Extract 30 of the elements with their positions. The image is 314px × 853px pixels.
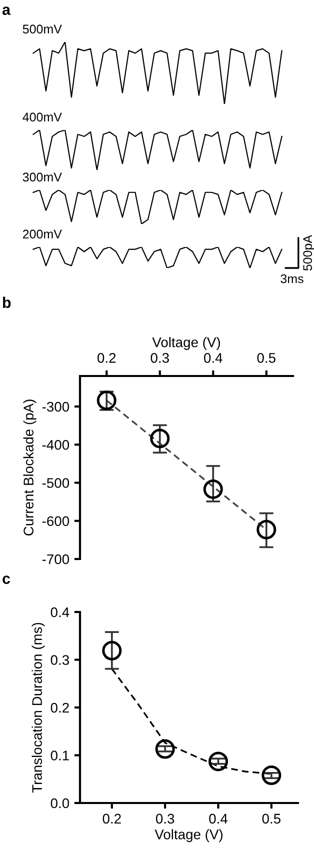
chart-title: c: [2, 576, 10, 584]
chart-title: b: [3, 296, 11, 308]
y-tick-label: -500: [42, 478, 70, 488]
y-tick-label: 0.0: [50, 798, 70, 808]
y-tick-label: -600: [42, 516, 70, 526]
x-tick-label: 0.2: [102, 814, 121, 824]
x-tick-label: 0.5: [257, 353, 276, 363]
text: 3ms: [280, 274, 304, 284]
y-tick-label: 0.2: [50, 702, 69, 713]
y-axis-title: Translocation Duration (ms): [32, 622, 45, 793]
chart-title: a: [2, 6, 11, 15]
x-tick-label: 0.2: [98, 353, 116, 363]
x-tick-label: 0.5: [262, 814, 280, 824]
x-tick-label: 0.3: [150, 353, 169, 363]
x-tick-label: 0.3: [156, 814, 174, 824]
series-label: 300mV: [22, 172, 62, 182]
y-axis-title: Current Blockade (pA): [23, 400, 36, 536]
x-axis-title: Voltage (V): [154, 829, 222, 842]
series-label: 500mV: [22, 24, 62, 34]
x-tick-label: 0.4: [204, 353, 222, 363]
x-axis-title: Voltage (V): [152, 337, 220, 350]
series-label: 400mV: [22, 112, 62, 122]
y-tick-label: 0.3: [50, 655, 69, 665]
y-tick-label: 0.1: [50, 750, 69, 760]
y-tick-label: -700: [42, 554, 70, 564]
y-tick-label: 0.4: [50, 607, 70, 618]
series-label: 200mV: [22, 230, 62, 239]
y-tick-label: -300: [42, 402, 70, 412]
y-tick-label: -400: [42, 440, 70, 450]
x-tick-label: 0.4: [209, 814, 228, 824]
